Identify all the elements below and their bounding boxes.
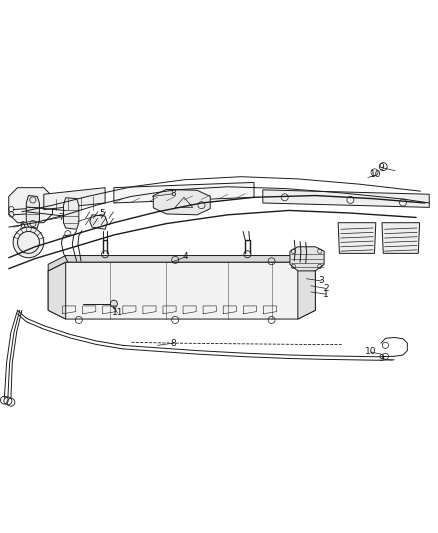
Text: 7: 7 — [58, 213, 64, 222]
Polygon shape — [382, 223, 420, 253]
Text: 3: 3 — [318, 277, 325, 286]
Text: 9: 9 — [378, 163, 384, 172]
Polygon shape — [64, 198, 79, 229]
Polygon shape — [26, 196, 39, 228]
Text: 4: 4 — [183, 252, 188, 261]
Polygon shape — [338, 223, 376, 253]
Polygon shape — [153, 189, 210, 215]
Polygon shape — [9, 188, 53, 223]
Text: 8: 8 — [170, 189, 176, 198]
Polygon shape — [48, 255, 315, 271]
Text: 5: 5 — [99, 209, 106, 219]
Text: 11: 11 — [112, 309, 123, 318]
Ellipse shape — [110, 300, 117, 307]
Text: 10: 10 — [365, 348, 376, 357]
Text: 2: 2 — [323, 284, 328, 293]
Text: 9: 9 — [378, 354, 384, 363]
Polygon shape — [44, 188, 105, 209]
Polygon shape — [90, 215, 107, 229]
Text: 8: 8 — [170, 338, 176, 348]
Polygon shape — [263, 190, 429, 207]
Text: 10: 10 — [370, 171, 381, 180]
Polygon shape — [48, 262, 315, 319]
Polygon shape — [298, 262, 315, 319]
Text: 6: 6 — [19, 221, 25, 230]
Polygon shape — [114, 182, 254, 203]
Ellipse shape — [13, 227, 44, 258]
Polygon shape — [290, 247, 324, 271]
Text: 1: 1 — [323, 289, 329, 298]
Polygon shape — [48, 262, 66, 319]
